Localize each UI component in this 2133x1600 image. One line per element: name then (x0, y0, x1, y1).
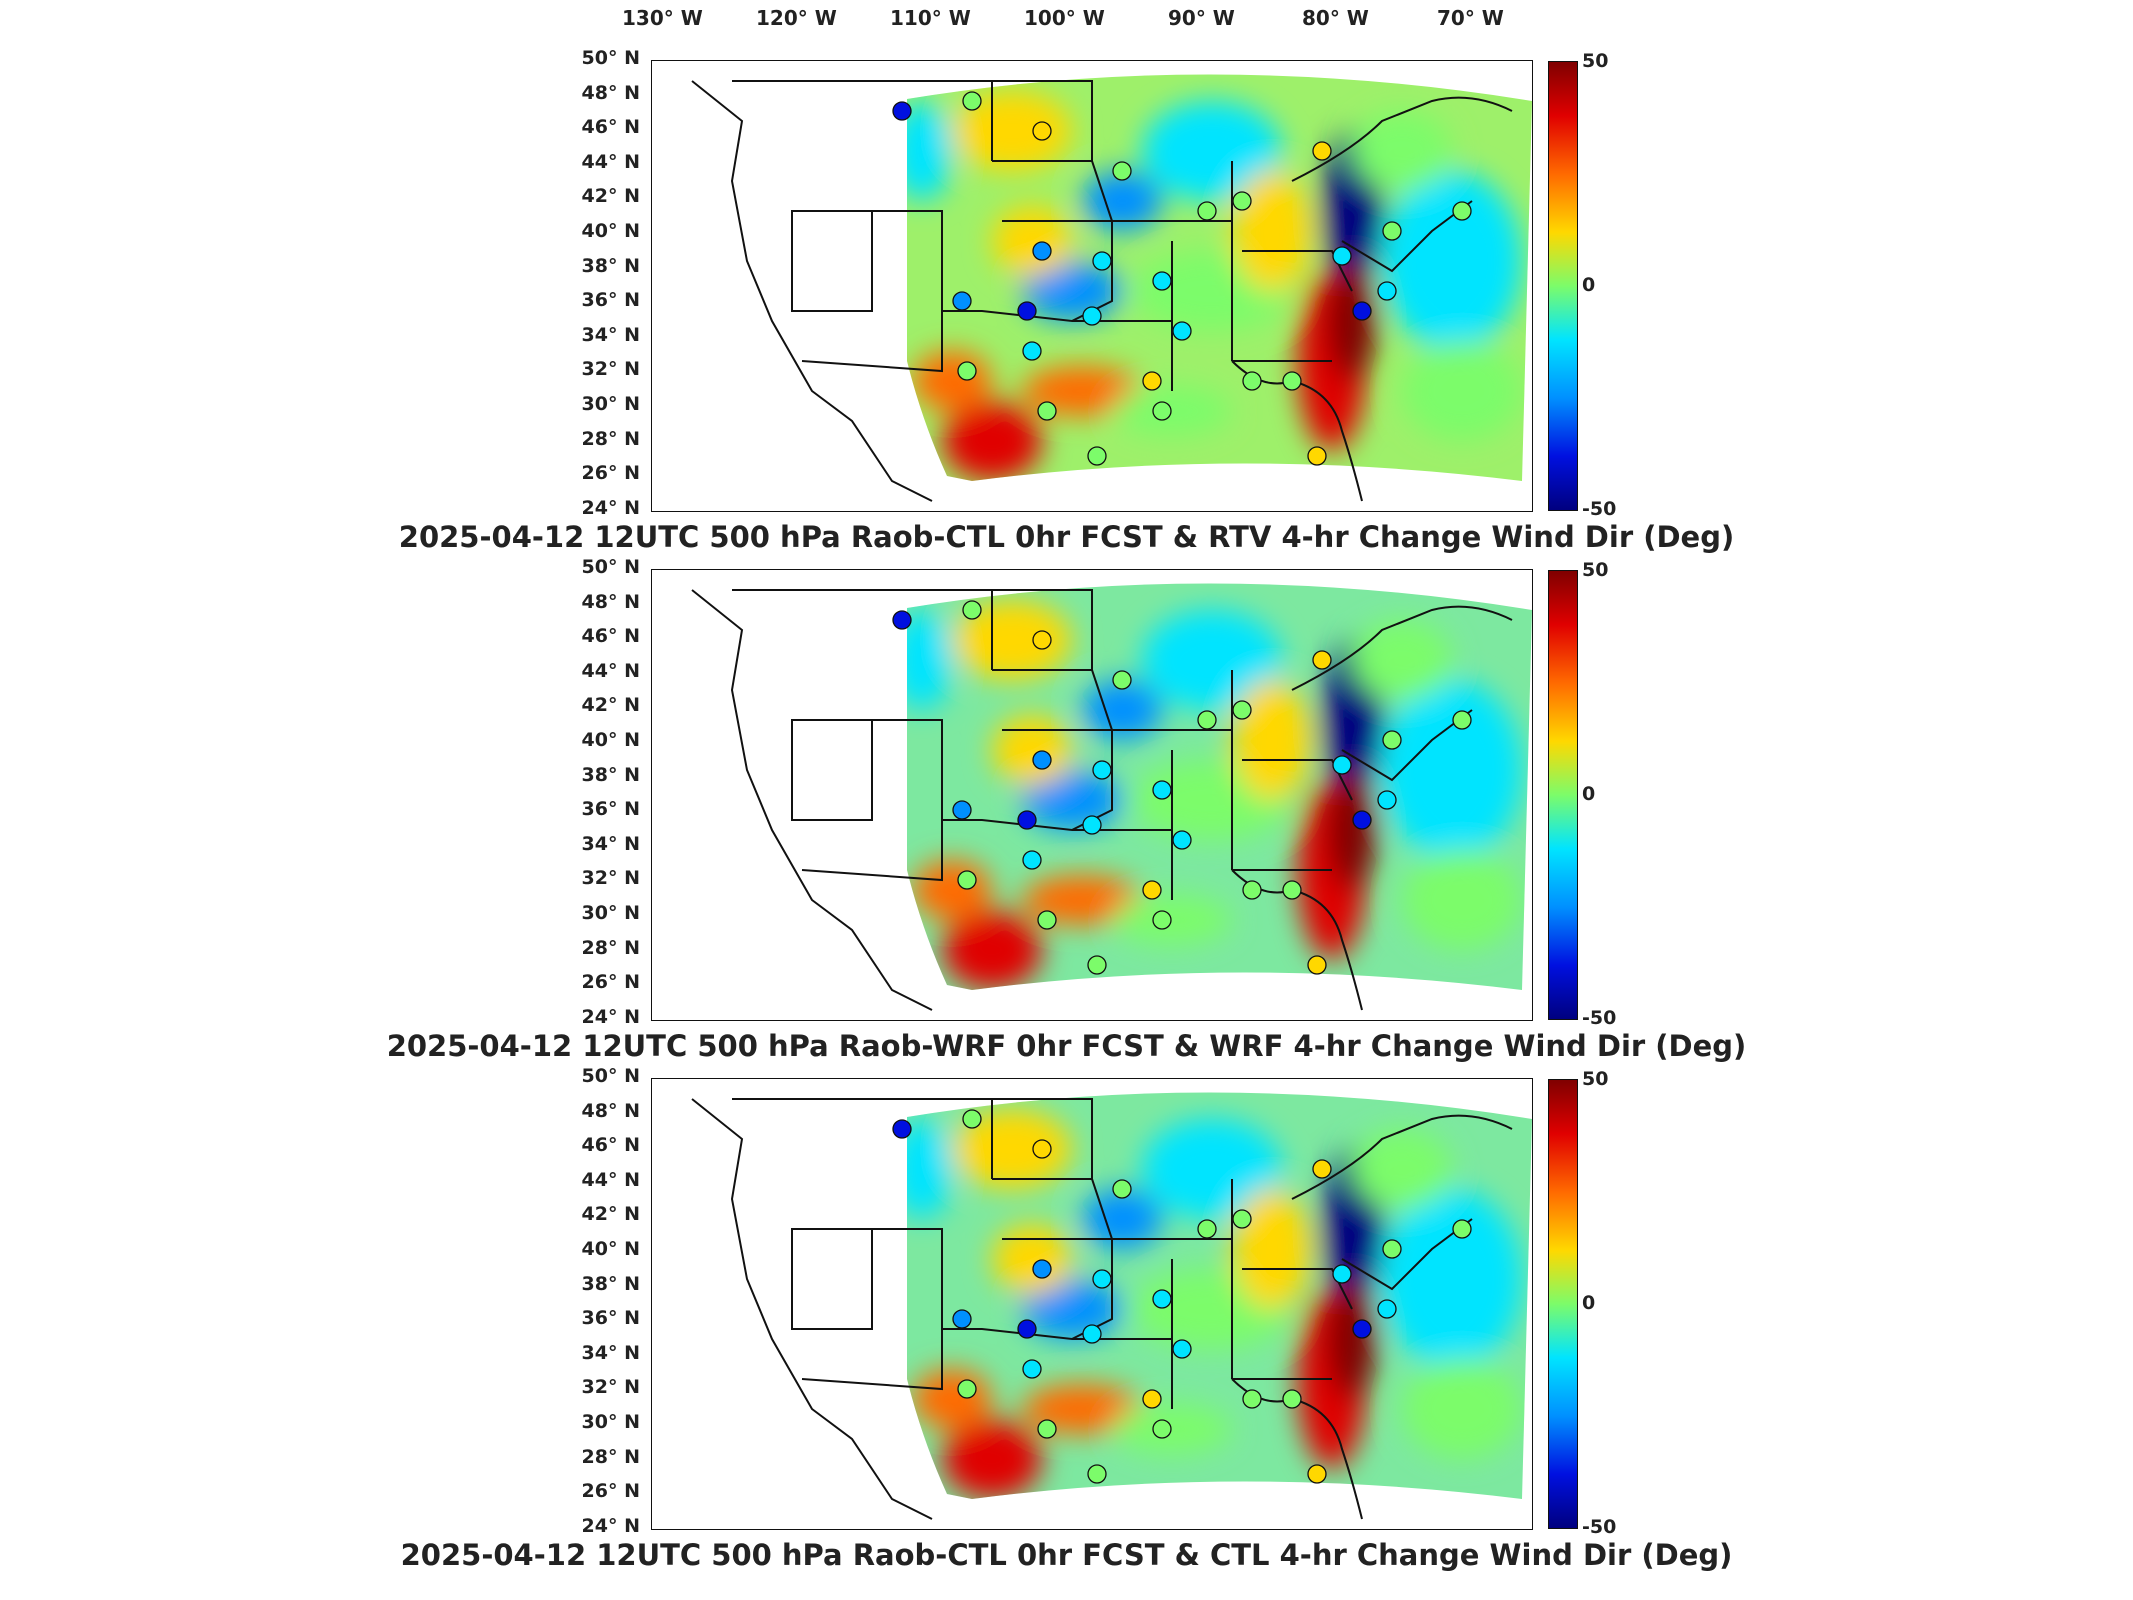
colorbar-min-label: -50 (1582, 1516, 1617, 1538)
lat-label: 32° N (581, 1376, 640, 1399)
lat-label: 44° N (581, 659, 640, 682)
lat-label: 28° N (581, 1445, 640, 1468)
lat-label: 38° N (581, 1272, 640, 1295)
lat-label: 46° N (581, 116, 640, 139)
lon-label-70w: 70° W (1437, 6, 1504, 30)
map-frame (651, 569, 1533, 1021)
colorbar-max-label: 50 (1582, 50, 1609, 72)
lat-label: 44° N (581, 150, 640, 173)
lat-label: 44° N (581, 1168, 640, 1191)
colorbar-min-label: -50 (1582, 1007, 1617, 1029)
lon-label-120w: 120° W (756, 6, 837, 30)
wind-direction-field-map (691, 1092, 1532, 1520)
lat-label: 46° N (581, 625, 640, 648)
lat-label: 32° N (581, 867, 640, 890)
lon-label-100w: 100° W (1024, 6, 1105, 30)
lat-label: 34° N (581, 832, 640, 855)
lat-label: 42° N (581, 694, 640, 717)
lat-label: 26° N (581, 971, 640, 994)
colorbar-mid-label: 0 (1582, 1292, 1596, 1314)
colorbar (1548, 61, 1578, 511)
lat-label: 30° N (581, 1411, 640, 1433)
lat-label: 50° N (581, 556, 640, 578)
lon-label-90w: 90° W (1168, 6, 1235, 30)
wind-direction-field-map (691, 74, 1532, 502)
colorbar-mid-label: 0 (1582, 274, 1596, 296)
lat-label: 40° N (581, 220, 640, 242)
lat-label: 42° N (581, 1203, 640, 1226)
lat-label: 40° N (581, 729, 640, 751)
colorbar-min-label: -50 (1582, 498, 1617, 520)
panel-title: 2025-04-12 12UTC 500 hPa Raob-CTL 0hr FC… (398, 520, 1735, 554)
lon-label-80w: 80° W (1302, 6, 1369, 30)
lat-label: 24° N (581, 496, 640, 519)
colorbar-max-label: 50 (1582, 559, 1609, 581)
panel-title: 2025-04-12 12UTC 500 hPa Raob-CTL 0hr FC… (400, 1538, 1733, 1572)
lat-label: 30° N (581, 902, 640, 924)
colorbar-max-label: 50 (1582, 1068, 1609, 1090)
lat-label: 34° N (581, 323, 640, 346)
lon-label-110w: 110° W (890, 6, 971, 30)
lat-label: 36° N (581, 798, 640, 821)
lat-label: 28° N (581, 427, 640, 450)
lon-label-130w: 130° W (622, 6, 703, 30)
panel-title: 2025-04-12 12UTC 500 hPa Raob-WRF 0hr FC… (386, 1029, 1747, 1063)
lat-label: 50° N (581, 1065, 640, 1087)
lat-label: 46° N (581, 1134, 640, 1157)
lat-label: 48° N (581, 81, 640, 104)
map-frame (651, 60, 1533, 512)
lat-label: 38° N (581, 763, 640, 786)
lat-label: 26° N (581, 1480, 640, 1503)
lat-label: 48° N (581, 590, 640, 613)
colorbar (1548, 570, 1578, 1020)
lat-label: 24° N (581, 1005, 640, 1028)
lat-label: 26° N (581, 462, 640, 485)
lat-label: 36° N (581, 289, 640, 312)
lat-label: 40° N (581, 1238, 640, 1260)
lat-label: 28° N (581, 936, 640, 959)
colorbar-mid-label: 0 (1582, 783, 1596, 805)
lat-label: 36° N (581, 1307, 640, 1330)
lat-label: 34° N (581, 1341, 640, 1364)
lat-label: 38° N (581, 254, 640, 277)
lat-label: 32° N (581, 358, 640, 381)
wind-direction-field-map (691, 583, 1532, 1011)
lat-label: 30° N (581, 393, 640, 415)
lat-label: 42° N (581, 185, 640, 208)
colorbar (1548, 1079, 1578, 1529)
map-frame (651, 1078, 1533, 1530)
lat-label: 48° N (581, 1099, 640, 1122)
lat-label: 50° N (581, 47, 640, 69)
lat-label: 24° N (581, 1514, 640, 1537)
